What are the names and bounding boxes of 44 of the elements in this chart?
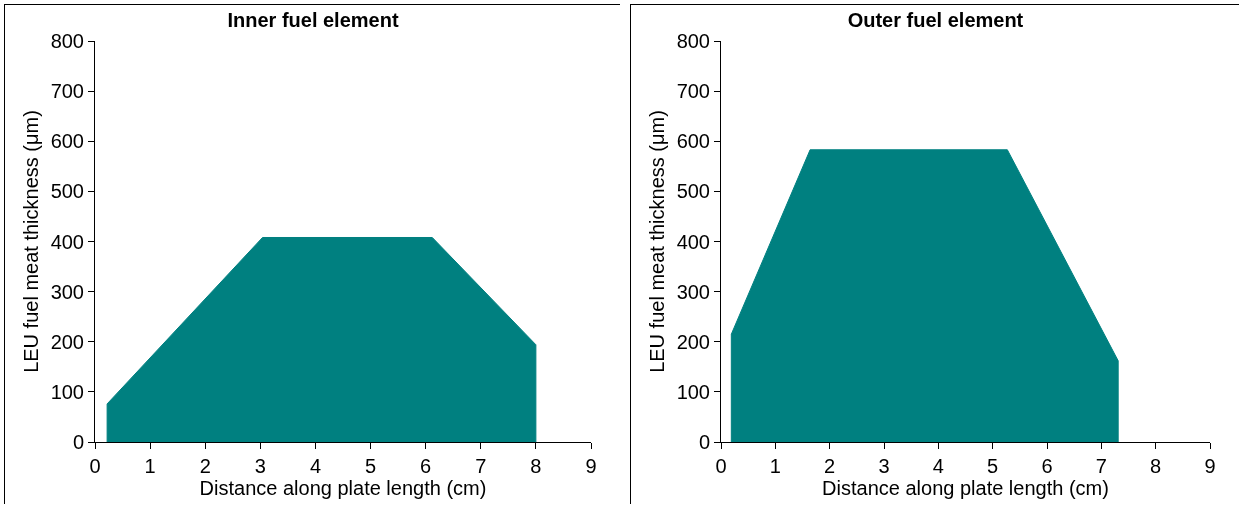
chart-title: Outer fuel element [847, 8, 1024, 31]
y-tick-label: 800 [50, 30, 84, 52]
x-tick-label: 6 [1041, 455, 1053, 477]
x-tick-label: 3 [254, 455, 266, 477]
y-tick-label: 100 [676, 380, 710, 403]
x-tick-label: 2 [199, 455, 211, 477]
x-tick-label: 9 [1204, 455, 1216, 477]
x-tick-label: 2 [824, 455, 836, 477]
y-tick-label: 300 [50, 280, 84, 303]
x-axis-title: Distance along plate length (cm) [822, 477, 1109, 499]
x-tick-label: 3 [878, 455, 890, 477]
x-tick-label: 4 [309, 455, 321, 477]
y-tick-label: 500 [676, 180, 710, 203]
y-tick-label: 0 [698, 431, 710, 453]
x-axis-title: Distance along plate length (cm) [199, 477, 487, 499]
x-tick-label: 7 [1095, 455, 1107, 477]
y-tick-label: 700 [50, 80, 84, 103]
x-tick-label: 7 [475, 455, 487, 477]
x-tick-label: 8 [530, 455, 542, 477]
chart-title: Inner fuel element [227, 8, 399, 31]
y-tick-label: 300 [676, 280, 710, 303]
y-axis-title: LEU fuel meat thickness (μm) [646, 110, 669, 373]
x-tick-label: 0 [89, 455, 101, 477]
y-tick-label: 0 [72, 431, 84, 453]
x-tick-label: 9 [585, 455, 597, 477]
x-tick-label: 1 [769, 455, 781, 477]
x-tick-label: 5 [365, 455, 377, 477]
y-axis-title: LEU fuel meat thickness (μm) [20, 110, 43, 373]
y-tick-label: 400 [676, 230, 710, 253]
y-tick-label: 200 [50, 330, 84, 353]
y-tick-label: 100 [50, 380, 84, 403]
y-tick-label: 800 [676, 30, 710, 52]
y-tick-label: 600 [676, 130, 710, 153]
x-tick-label: 6 [420, 455, 432, 477]
x-tick-label: 8 [1150, 455, 1162, 477]
x-tick-label: 5 [987, 455, 999, 477]
x-tick-label: 1 [144, 455, 156, 477]
y-tick-label: 700 [676, 80, 710, 103]
y-tick-label: 500 [50, 180, 84, 203]
y-tick-label: 200 [676, 330, 710, 353]
y-tick-label: 600 [50, 130, 84, 153]
x-tick-label: 4 [932, 455, 944, 477]
x-tick-label: 0 [715, 455, 727, 477]
y-tick-label: 400 [50, 230, 84, 253]
